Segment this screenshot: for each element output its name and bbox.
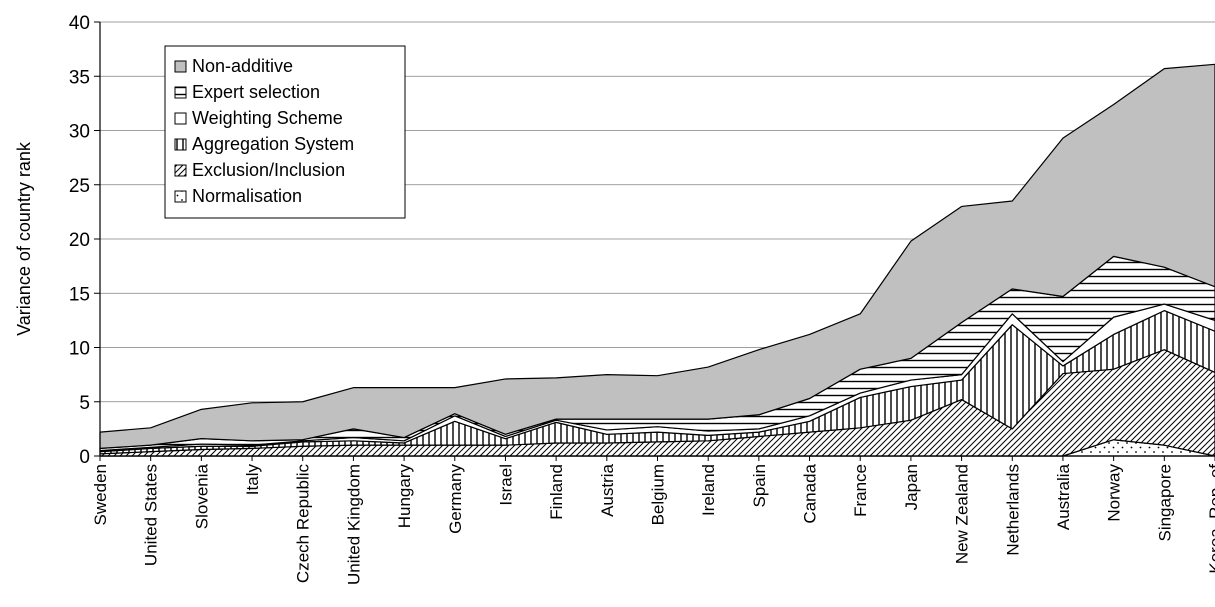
x-tick-label: Netherlands [1003,464,1022,556]
legend-label-expert-selection: Expert selection [192,82,320,102]
x-tick-label: Hungary [395,464,414,529]
legend-label-non-additive: Non-additive [192,56,293,76]
legend: Non-additive Expert selection Weighting Sc… [164,45,406,219]
axes: 0 5 10 15 20 25 30 35 40 Sweden United States Slove… [69,13,1215,585]
x-tick-label: Sweden [91,464,110,525]
y-tick-label: 25 [69,176,90,197]
legend-swatch-non-additive [174,60,187,73]
x-tick-label: Germany [446,464,465,534]
x-tick-label: New Zealand [953,464,972,564]
x-tick-label: Israel [496,464,515,506]
legend-swatch-weighting-scheme [174,112,187,125]
legend-swatch-expert-selection [174,86,187,99]
legend-label-aggregation-system: Aggregation System [192,134,354,154]
y-tick-label: 5 [79,393,90,414]
legend-box [164,45,406,219]
x-tick-label: Norway [1105,464,1124,522]
y-tick-label: 35 [69,67,90,88]
legend-swatch-exclusion-inclusion [174,164,187,177]
x-tick-label: Slovenia [192,463,211,529]
x-tick-label: Japan [902,464,921,510]
y-tick-label: 20 [69,230,90,251]
x-tick-label: United Kingdom [344,464,363,585]
series-area-non-additive [99,63,1215,450]
y-tick-label: 40 [69,13,90,34]
legend-label-exclusion-inclusion: Exclusion/Inclusion [192,160,345,180]
y-axis-label: Variance of country rank [14,141,34,336]
x-tick-label: Belgium [649,464,668,525]
x-tick-label: Finland [547,464,566,520]
legend-swatch-aggregation-system [174,138,187,151]
legend-label-weighting-scheme: Weighting Scheme [192,108,343,128]
x-tick-label: Australia [1054,463,1073,530]
y-tick-label: 10 [69,339,90,360]
x-tick-label: Italy [243,464,262,496]
x-tick-label: Austria [598,463,617,516]
x-tick-label: United States [142,464,161,566]
x-tick-label: Canada [801,463,820,523]
plot-area [99,63,1215,457]
y-tick-label: 15 [69,284,90,305]
legend-label-normalisation: Normalisation [192,186,302,206]
y-tick-label: 0 [79,447,90,468]
x-tick-label: France [851,464,870,517]
x-tick-label: Korea, Rep. of [1206,464,1215,574]
x-tick-label: Singapore [1155,464,1174,542]
y-tick-label: 30 [69,122,90,143]
x-tick-label: Spain [750,464,769,507]
x-tick-label: Czech Republic [294,464,313,584]
legend-swatch-normalisation [174,190,187,203]
x-tick-label: Ireland [699,464,718,516]
